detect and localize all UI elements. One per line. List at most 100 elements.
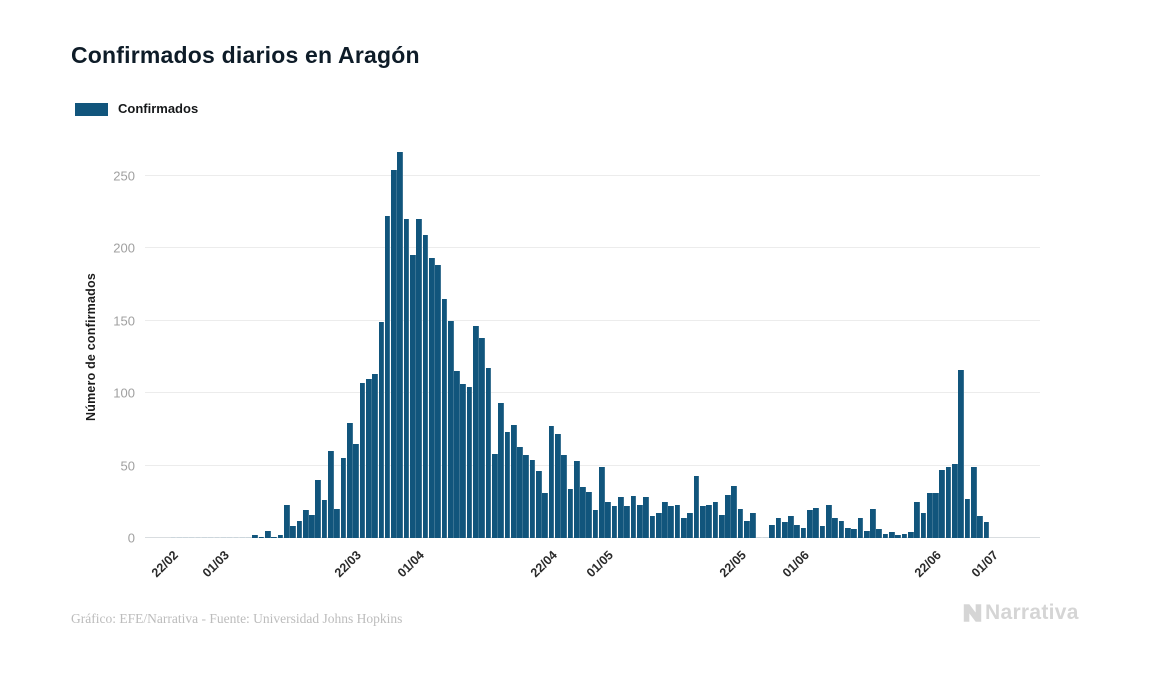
bar-29-04[interactable] (592, 510, 599, 538)
bar-24-04[interactable] (561, 455, 567, 538)
bar-27-03[interactable] (384, 216, 391, 538)
bar-08-05[interactable] (649, 516, 656, 538)
bar-05-06[interactable] (826, 504, 832, 538)
bar-02-03[interactable] (227, 537, 233, 538)
bar-12-05[interactable] (674, 504, 681, 538)
bar-12-04[interactable] (485, 368, 492, 538)
bar-26-05[interactable] (762, 537, 769, 538)
bar-25-04[interactable] (567, 488, 574, 538)
bar-15-06[interactable] (889, 532, 895, 538)
bar-27-05[interactable] (769, 524, 775, 538)
bar-08-06[interactable] (844, 527, 851, 538)
bar-13-06[interactable] (876, 529, 883, 538)
bar-04-06[interactable] (819, 526, 826, 538)
bar-16-04[interactable] (510, 424, 517, 538)
bar-29-05[interactable] (781, 522, 788, 538)
bar-11-05[interactable] (668, 506, 675, 538)
bar-21-03[interactable] (346, 423, 353, 538)
bar-20-06[interactable] (920, 513, 927, 538)
bar-26-06[interactable] (958, 369, 965, 538)
bar-24-03[interactable] (365, 378, 372, 538)
bar-11-03[interactable] (283, 504, 290, 538)
bar-30-04[interactable] (599, 466, 605, 538)
legend[interactable]: Confirmados (75, 101, 198, 116)
bar-04-04[interactable] (435, 265, 441, 538)
bar-22-02[interactable] (170, 537, 177, 538)
bar-16-03[interactable] (315, 480, 322, 538)
bar-22-06[interactable] (933, 493, 939, 538)
bar-23-03[interactable] (359, 382, 366, 538)
bar-21-04[interactable] (542, 493, 549, 538)
bar-07-04[interactable] (454, 371, 460, 538)
bar-26-04[interactable] (573, 461, 580, 538)
bar-26-02[interactable] (195, 537, 202, 538)
bar-10-04[interactable] (473, 326, 479, 538)
bar-09-04[interactable] (466, 387, 473, 538)
bar-20-04[interactable] (536, 471, 542, 538)
bar-03-04[interactable] (428, 258, 435, 538)
bar-10-05[interactable] (662, 501, 668, 538)
bar-19-03[interactable] (334, 509, 341, 538)
bar-13-03[interactable] (296, 520, 303, 538)
bar-22-04[interactable] (548, 426, 555, 538)
bar-05-03[interactable] (246, 537, 252, 538)
bar-29-02[interactable] (214, 537, 221, 538)
bar-15-05[interactable] (693, 475, 700, 538)
bar-12-06[interactable] (870, 509, 876, 538)
bar-21-05[interactable] (731, 485, 738, 538)
bar-24-02[interactable] (183, 537, 189, 538)
bar-20-03[interactable] (340, 458, 347, 538)
bar-16-05[interactable] (699, 506, 706, 538)
bar-05-05[interactable] (630, 495, 637, 538)
bar-07-05[interactable] (643, 497, 649, 538)
bar-22-03[interactable] (353, 443, 359, 538)
bar-24-06[interactable] (945, 466, 952, 538)
bar-03-06[interactable] (813, 507, 820, 538)
bar-07-06[interactable] (838, 520, 845, 538)
bar-17-06[interactable] (901, 533, 908, 538)
bar-09-05[interactable] (655, 513, 662, 538)
bar-26-03[interactable] (378, 321, 385, 538)
bar-19-05[interactable] (718, 514, 725, 538)
bar-02-04[interactable] (422, 234, 429, 538)
bar-17-04[interactable] (517, 446, 523, 538)
bar-28-03[interactable] (391, 169, 397, 538)
bar-01-06[interactable] (800, 527, 807, 538)
bar-17-03[interactable] (321, 500, 328, 538)
bar-08-04[interactable] (460, 384, 467, 538)
bar-06-06[interactable] (832, 517, 838, 538)
bar-02-06[interactable] (807, 510, 813, 538)
bar-12-03[interactable] (290, 526, 296, 538)
bar-11-04[interactable] (479, 337, 486, 538)
bar-23-02[interactable] (176, 537, 183, 538)
bar-30-03[interactable] (403, 219, 410, 538)
bar-23-06[interactable] (939, 469, 946, 538)
bar-11-06[interactable] (863, 530, 870, 538)
bar-15-04[interactable] (504, 432, 511, 538)
bar-13-04[interactable] (491, 453, 498, 538)
bar-28-06[interactable] (970, 466, 977, 538)
bar-29-03[interactable] (397, 152, 404, 538)
bar-15-03[interactable] (309, 514, 315, 538)
bar-25-02[interactable] (189, 537, 196, 538)
bar-09-06[interactable] (851, 529, 857, 538)
bar-30-05[interactable] (788, 516, 794, 538)
bar-14-05[interactable] (687, 513, 694, 538)
bar-23-04[interactable] (554, 433, 561, 538)
bar-20-05[interactable] (725, 494, 731, 538)
bar-28-04[interactable] (586, 491, 593, 538)
bar-09-03[interactable] (271, 536, 278, 538)
bar-18-04[interactable] (523, 455, 530, 538)
bar-05-04[interactable] (441, 298, 448, 538)
bar-14-03[interactable] (302, 510, 309, 538)
bar-28-02[interactable] (208, 537, 215, 538)
bar-02-05[interactable] (611, 506, 618, 538)
bar-04-03[interactable] (239, 537, 246, 538)
bar-03-03[interactable] (233, 537, 240, 538)
bar-08-03[interactable] (265, 530, 271, 538)
bar-06-05[interactable] (636, 504, 643, 538)
bar-30-06[interactable] (983, 522, 990, 538)
bar-25-06[interactable] (952, 464, 958, 538)
bar-22-05[interactable] (737, 509, 744, 538)
bar-14-06[interactable] (882, 533, 889, 538)
